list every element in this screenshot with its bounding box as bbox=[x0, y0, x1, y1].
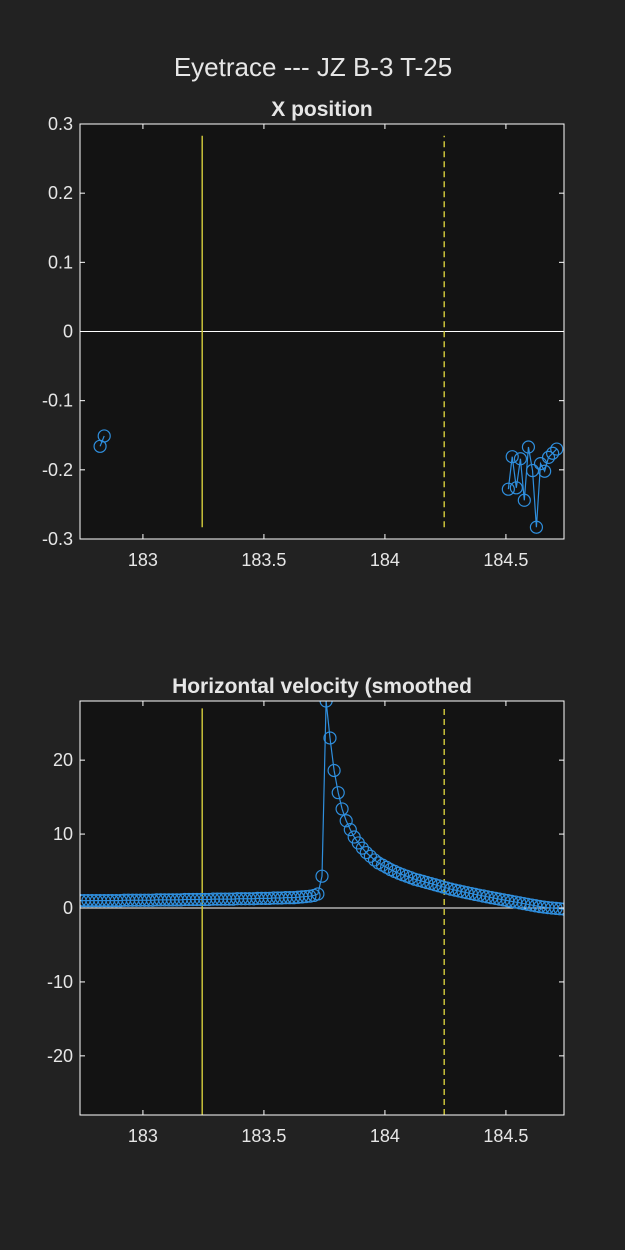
chart-1-series-0-point bbox=[363, 849, 377, 863]
chart-0-plot-content bbox=[80, 135, 564, 534]
chart-1-x-tick-label: 184 bbox=[370, 1126, 400, 1146]
chart-0-x-tick-label: 184 bbox=[370, 550, 400, 570]
chart-1-series-0-point bbox=[553, 902, 564, 916]
chart-0-series-1-point bbox=[529, 520, 544, 534]
chart-0-series-1-point bbox=[538, 464, 552, 478]
chart-0-series-1-point bbox=[517, 493, 531, 507]
chart-1-series-0-point bbox=[359, 845, 373, 860]
chart-1-y-tick-label: 0 bbox=[63, 898, 73, 918]
chart-0-title: X position bbox=[271, 98, 373, 121]
chart-1-title: Horizontal velocity (smoothed bbox=[172, 675, 472, 698]
horizontal-velocity-axes: Horizontal velocity (smoothed 183 183.5 184… bbox=[47, 675, 565, 1146]
chart-1-x-tick-label: 184.5 bbox=[483, 1126, 528, 1146]
chart-1-y-tick-label: 10 bbox=[53, 824, 73, 844]
chart-0-x-tick-label: 184.5 bbox=[483, 550, 528, 570]
chart-1-series-0-point bbox=[319, 701, 333, 708]
chart-1-plot-content bbox=[80, 701, 564, 1115]
chart-0-y-tick-label: -0.1 bbox=[42, 391, 73, 411]
chart-0-x-tick-label: 183 bbox=[128, 550, 158, 570]
chart-1-series-0-point bbox=[315, 869, 329, 883]
chart-1-series-0-point bbox=[339, 814, 353, 828]
chart-1-series-0-point bbox=[327, 763, 341, 778]
chart-0-series-1-point bbox=[546, 446, 560, 460]
chart-1-series-0-point bbox=[303, 889, 317, 903]
chart-1-series-0-point bbox=[323, 731, 337, 745]
chart-1-series-0-point bbox=[335, 802, 349, 816]
chart-1-y-tick-label: -20 bbox=[47, 1046, 73, 1066]
chart-1-series-0-point bbox=[343, 823, 357, 837]
chart-0-series-1-point bbox=[509, 481, 523, 495]
chart-1-series-0-point bbox=[355, 841, 370, 855]
chart-1-y-tick-label: 20 bbox=[53, 750, 73, 770]
chart-1-series-0-point bbox=[311, 887, 325, 901]
chart-0-series-1-point bbox=[501, 482, 515, 496]
chart-0-x-tick-label: 183.5 bbox=[241, 550, 286, 570]
chart-0-y-tick-label: 0.3 bbox=[48, 114, 73, 134]
chart-0-series-0-point bbox=[97, 429, 111, 443]
chart-1-series-0-line bbox=[80, 701, 564, 910]
chart-0-y-tick-label: -0.3 bbox=[42, 529, 73, 549]
chart-0-series-1-point bbox=[505, 450, 519, 464]
chart-0-series-1-point bbox=[521, 440, 536, 454]
chart-0-y-tick-label: 0.1 bbox=[48, 252, 73, 272]
chart-1-y-tick-label: -10 bbox=[47, 972, 73, 992]
chart-1-series-0-point bbox=[299, 889, 313, 904]
chart-1-series-0-point bbox=[331, 786, 345, 800]
chart-1-x-tick-label: 183 bbox=[128, 1126, 158, 1146]
chart-0-y-tick-label: -0.2 bbox=[42, 460, 73, 480]
figure-title: Eyetrace --- JZ B-3 T-25 bbox=[174, 52, 452, 82]
chart-0-y-tick-label: 0 bbox=[63, 322, 73, 342]
chart-1-x-tick-label: 183.5 bbox=[241, 1126, 286, 1146]
chart-0-series-1-point bbox=[541, 450, 556, 464]
chart-0-series-1-point bbox=[513, 452, 528, 466]
chart-0-y-tick-label: 0.2 bbox=[48, 183, 73, 203]
chart-1-series-0-point bbox=[557, 902, 564, 916]
chart-0-series-1-point bbox=[550, 442, 564, 456]
x-position-axes: X position 183 183.5 184 184.5 0.3 0.2 0.1 0 -0.1… bbox=[42, 98, 565, 570]
